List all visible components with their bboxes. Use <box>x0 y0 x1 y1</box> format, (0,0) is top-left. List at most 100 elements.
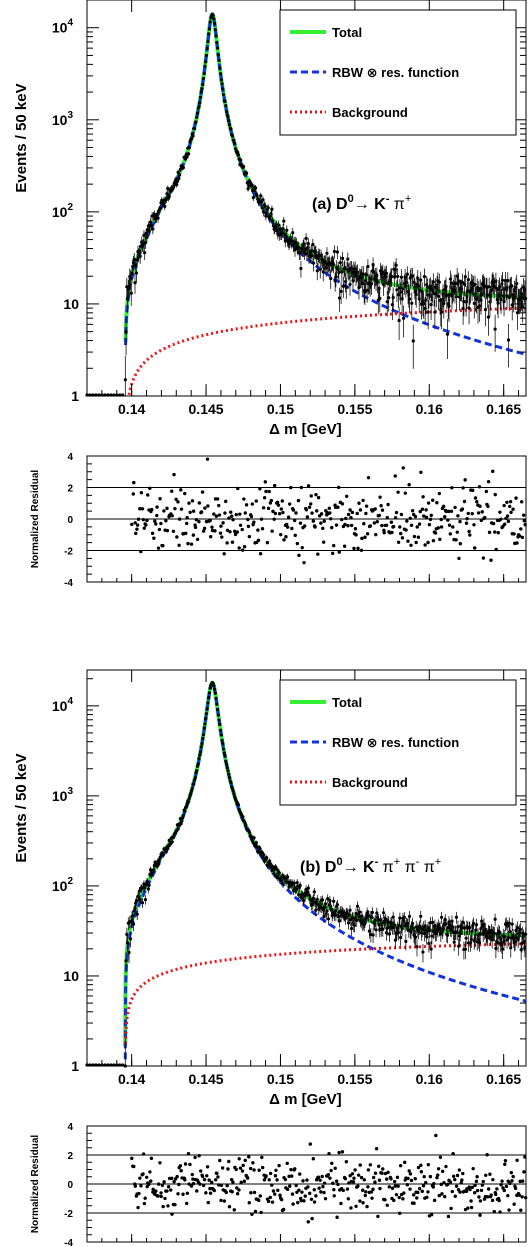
y-tick-label: 1 <box>71 1058 79 1074</box>
residual-point <box>250 502 255 506</box>
residual-point <box>265 540 270 545</box>
residual-point <box>493 530 497 534</box>
data-point <box>477 941 482 945</box>
residual-point <box>194 518 199 522</box>
residual-point <box>237 1188 241 1192</box>
residual-point <box>173 506 177 511</box>
data-point <box>172 835 176 839</box>
data-point <box>219 78 223 82</box>
residual-point <box>356 1173 361 1177</box>
residual-point <box>350 510 355 515</box>
residual-point <box>302 1199 306 1203</box>
residual-point <box>138 507 142 511</box>
data-point <box>292 881 296 885</box>
residual-point <box>520 535 525 540</box>
residual-point <box>193 1155 197 1160</box>
residual-point <box>354 1204 358 1208</box>
residual-point <box>431 498 435 502</box>
residual-point <box>140 507 145 511</box>
residual-point <box>499 517 503 521</box>
data-point <box>202 71 206 76</box>
data-point <box>221 92 226 97</box>
data-point <box>218 722 222 726</box>
residual-point <box>519 1208 523 1212</box>
tick-base: 10 <box>63 296 79 312</box>
residual-point <box>216 1183 221 1187</box>
data-point <box>167 838 171 842</box>
residual-point <box>280 499 285 503</box>
residual-point <box>497 1198 501 1203</box>
residual-point <box>507 1208 511 1212</box>
residual-point <box>155 513 159 518</box>
data-point <box>262 210 266 214</box>
data-point <box>201 733 206 737</box>
residual-point <box>148 486 152 491</box>
residual-point <box>490 1198 495 1203</box>
residual-point <box>344 494 349 498</box>
data-point <box>201 736 205 740</box>
residual-point <box>486 1187 491 1191</box>
data-point <box>250 183 254 187</box>
residual-point <box>200 490 205 494</box>
data-point <box>416 284 421 288</box>
residual-point <box>287 1174 291 1179</box>
residual-point <box>252 1168 256 1172</box>
data-point <box>179 822 183 826</box>
residual-point <box>414 540 418 545</box>
data-point <box>506 936 511 940</box>
residual-point <box>368 1163 373 1167</box>
residual-point <box>511 1174 515 1179</box>
residual-point <box>351 1180 356 1184</box>
residual-point <box>306 484 311 488</box>
data-point <box>204 60 208 64</box>
annotation-sup: 0 <box>336 856 342 868</box>
data-point <box>221 87 225 91</box>
residual-point <box>212 1188 217 1193</box>
y-axis-label: Events / 50 keV <box>13 753 30 862</box>
residual-point <box>143 1196 147 1200</box>
y-axis-label: Events / 50 keV <box>13 83 30 192</box>
residual-point <box>460 507 465 511</box>
residual-point <box>393 474 397 478</box>
residual-point <box>248 1166 253 1171</box>
annotation-pi: π <box>400 859 415 876</box>
residual-point <box>374 1147 379 1151</box>
data-point <box>500 278 505 282</box>
data-point <box>196 762 200 766</box>
residual-point <box>243 511 247 515</box>
residual-point <box>270 1183 274 1187</box>
data-point <box>493 917 497 921</box>
data-point <box>335 250 339 254</box>
data-point <box>254 841 258 845</box>
data-point <box>320 258 325 262</box>
residual-point <box>298 1172 302 1176</box>
residual-point <box>491 469 495 474</box>
data-point <box>456 925 460 929</box>
residual-point <box>488 1172 492 1176</box>
residual-point <box>492 1209 496 1214</box>
residual-point <box>391 524 396 529</box>
residual-point <box>246 524 251 529</box>
data-point <box>208 20 212 24</box>
residual-point <box>431 539 436 543</box>
residual-point <box>176 500 180 504</box>
data-point <box>398 916 402 920</box>
residual-point <box>285 1161 289 1166</box>
residual-point <box>395 1175 400 1179</box>
residual-point <box>183 1178 187 1182</box>
residual-point <box>202 526 207 531</box>
residual-point <box>426 1162 431 1167</box>
residual-point <box>426 1190 430 1194</box>
residual-point <box>156 1194 160 1198</box>
decay-annotation: (a) D0→ K- π+ <box>312 193 411 213</box>
residual-point <box>461 1171 465 1176</box>
data-point <box>285 875 290 879</box>
data-point <box>306 242 310 246</box>
residual-y-tick-label: 2 <box>67 484 73 495</box>
residual-point <box>513 1186 518 1191</box>
residual-point <box>225 541 229 545</box>
residual-point <box>281 1207 286 1212</box>
residual-point <box>244 503 249 507</box>
residual-y-tick-label: -4 <box>64 578 73 589</box>
data-point <box>192 127 197 131</box>
